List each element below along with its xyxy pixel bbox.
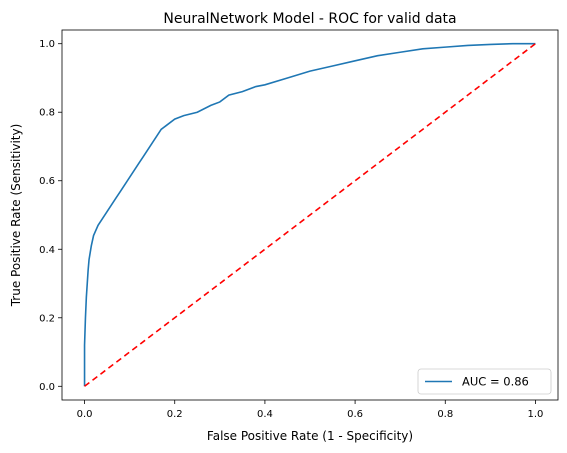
- plot-content: [85, 44, 536, 387]
- y-tick-label: 0.6: [39, 176, 55, 187]
- x-tick-label: 0.0: [77, 409, 93, 420]
- x-tick-label: 0.2: [167, 409, 183, 420]
- legend-label: AUC = 0.86: [462, 375, 529, 389]
- y-tick-label: 0.4: [39, 245, 55, 256]
- y-tick-label: 0.0: [39, 382, 55, 393]
- y-tick-label: 1.0: [39, 39, 55, 50]
- chart-title: NeuralNetwork Model - ROC for valid data: [163, 11, 456, 27]
- x-axis-ticks: 0.0 0.2 0.4 0.6 0.8 1.0: [77, 400, 544, 420]
- x-axis-title: False Positive Rate (1 - Specificity): [207, 429, 413, 443]
- x-tick-label: 0.8: [437, 409, 453, 420]
- x-tick-label: 0.6: [347, 409, 363, 420]
- reference-diagonal-line: [85, 44, 536, 387]
- y-tick-label: 0.8: [39, 108, 55, 119]
- y-axis-ticks: 0.0 0.2 0.4 0.6 0.8 1.0: [39, 39, 62, 393]
- x-tick-label: 1.0: [528, 409, 544, 420]
- x-tick-label: 0.4: [257, 409, 273, 420]
- y-axis-title: True Positive Rate (Sensitivity): [9, 124, 23, 308]
- y-tick-label: 0.2: [39, 313, 55, 324]
- legend: AUC = 0.86: [418, 369, 551, 394]
